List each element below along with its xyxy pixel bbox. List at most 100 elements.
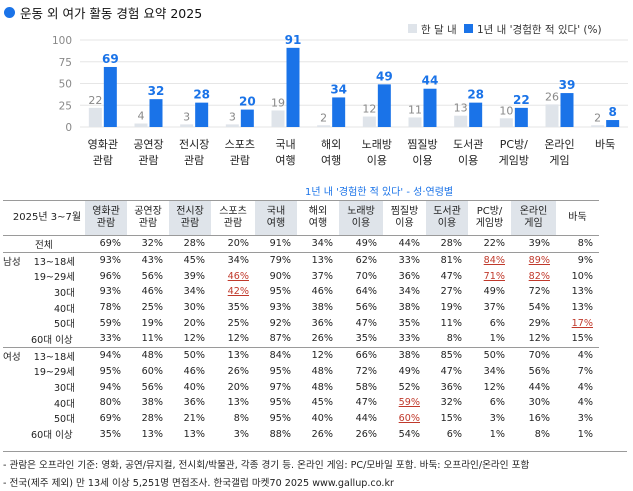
table-cell: 26% xyxy=(227,365,249,377)
table-cell: 60% xyxy=(141,365,163,377)
table-cell: 4% xyxy=(577,397,593,409)
table-cell: 47% xyxy=(355,317,377,329)
row-segment-label: 19~29세 xyxy=(33,367,75,379)
table-column-header: 전시장 관람 xyxy=(169,200,211,236)
table-cell: 32% xyxy=(141,238,163,250)
table-cell: 95% xyxy=(269,397,291,409)
bar-month xyxy=(591,125,605,127)
table-cell: 93% xyxy=(269,302,291,314)
table-column-header: 노래방 이용 xyxy=(339,200,383,236)
table-row: 여성 13~18세 94% 48% 50% 13% 84% 12% 66% 38% 85% 50% 70… xyxy=(3,346,599,364)
table-cell: 32% xyxy=(440,397,462,409)
bar-month xyxy=(362,116,376,127)
x-tick-label: 이용 xyxy=(412,154,432,167)
x-tick-label: 관람 xyxy=(184,154,204,167)
table-cell: 4% xyxy=(556,346,599,364)
highlighted-value: 84% xyxy=(483,255,505,267)
table-row: 50대 59% 19% 20% 25% 92% 36% 47% 35% 11% 6% 29% 17% xyxy=(3,315,599,331)
row-segment-label: 13~18세 xyxy=(33,351,75,363)
x-tick-label: 여행 xyxy=(321,154,341,167)
data-label-month: 10 xyxy=(499,104,513,117)
table-cell: 69% xyxy=(99,412,121,424)
bar-year xyxy=(606,120,620,127)
data-label-year: 91 xyxy=(285,33,302,47)
table-cell: 82% xyxy=(511,268,556,284)
x-tick-label: 국내 xyxy=(275,138,295,151)
table-cell: 4% xyxy=(577,381,593,393)
highlighted-value: 46% xyxy=(227,270,249,282)
row-segment-label: 40대 xyxy=(53,398,75,410)
table-cell: 36% xyxy=(398,270,420,282)
highlighted-value: 17% xyxy=(571,317,593,329)
table-cell: 3% xyxy=(489,412,505,424)
table-cell: 84% xyxy=(468,251,511,269)
table-cell: 37% xyxy=(311,270,333,282)
data-label-month: 26 xyxy=(545,90,559,103)
table-cell: 6% xyxy=(489,397,505,409)
footnote-2: - 전국(제주 제외) 만 13세 이상 5,251명 면접조사. 한국갤럽 마… xyxy=(3,478,394,489)
table-cell: 59% xyxy=(383,395,426,411)
bar-year xyxy=(103,66,117,127)
bar-year xyxy=(560,93,574,127)
table-cell: 70% xyxy=(511,346,556,364)
table-cell: 39% xyxy=(528,238,550,250)
table-cell: 33% xyxy=(383,251,426,269)
table-column-header: 도서관 이용 xyxy=(426,200,468,236)
table-cell: 1% xyxy=(489,428,505,440)
table-cell: 45% xyxy=(169,251,211,269)
table-row: 40대 78% 25% 30% 35% 93% 38% 56% 38% 19% 37% 54% 13% xyxy=(3,300,599,316)
title-row: 운동 외 여가 활동 경험 요약 2025 xyxy=(4,3,202,22)
table-cell: 54% xyxy=(398,428,420,440)
table-cell: 29% xyxy=(528,317,550,329)
row-label: 50대 xyxy=(3,315,85,331)
table-cell: 30% xyxy=(183,302,205,314)
table-cell: 38% xyxy=(383,346,426,364)
table-cell: 50% xyxy=(468,346,511,364)
bar-month xyxy=(317,125,331,127)
table-cell: 28% xyxy=(141,412,163,424)
row-segment-label: 30대 xyxy=(53,383,75,395)
row-label: 50대 xyxy=(3,411,85,427)
table-cell: 17% xyxy=(556,315,599,331)
table-cell: 38% xyxy=(311,302,333,314)
table-group-header-text: 1년 내 '경험한 적 있다' - 성·연령별 xyxy=(305,186,454,198)
table-cell: 13% xyxy=(141,428,163,440)
highlighted-value: 60% xyxy=(398,412,420,424)
table-cell: 58% xyxy=(355,381,377,393)
table-cell: 1% xyxy=(489,333,505,345)
table-cell: 25% xyxy=(141,302,163,314)
data-label-year: 49 xyxy=(376,69,393,83)
legend-label: 한 달 내 xyxy=(421,24,457,36)
table-bottom-divider xyxy=(3,451,627,452)
table-cell: 89% xyxy=(511,251,556,269)
row-label: 전체 xyxy=(3,236,85,253)
table-cell: 43% xyxy=(127,251,169,269)
table-column-header: 국내 여행 xyxy=(255,200,297,236)
row-segment-label: 40대 xyxy=(53,303,75,315)
table-cell: 49% xyxy=(355,238,377,250)
data-label-year: 34 xyxy=(330,82,347,96)
data-label-month: 22 xyxy=(88,94,102,107)
row-label: 60대 이상 xyxy=(3,331,85,347)
table-cell: 97% xyxy=(269,381,291,393)
table-cell: 33% xyxy=(99,333,121,345)
table-cell: 95% xyxy=(269,365,291,377)
table-cell: 47% xyxy=(440,270,462,282)
table-cell: 46% xyxy=(211,268,255,284)
x-tick-label: 이용 xyxy=(458,154,478,167)
table-row: 40대 80% 38% 36% 13% 95% 45% 47% 59% 32% 6% 30% 4% xyxy=(3,395,599,411)
table-cell: 40% xyxy=(311,412,333,424)
table-cell: 60% xyxy=(383,411,426,427)
table-cell: 49% xyxy=(398,365,420,377)
table-column-header: 찜질방 이용 xyxy=(383,200,426,236)
row-segment-label: 19~29세 xyxy=(33,272,75,284)
table-cell: 72% xyxy=(355,365,377,377)
table-cell: 30% xyxy=(528,397,550,409)
table-cell: 90% xyxy=(269,270,291,282)
row-group-label: 여성 xyxy=(3,351,21,363)
table-cell: 56% xyxy=(141,381,163,393)
table-cell: 1% xyxy=(577,428,593,440)
table-cell: 27% xyxy=(440,286,462,298)
page-title: 운동 외 여가 활동 경험 요약 2025 xyxy=(20,6,203,21)
table-cell: 12% xyxy=(183,333,205,345)
